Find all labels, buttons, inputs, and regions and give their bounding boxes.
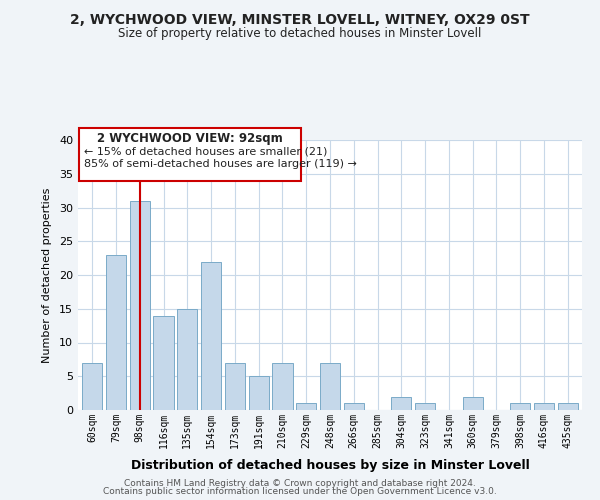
Bar xyxy=(106,255,126,410)
Bar xyxy=(154,316,173,410)
Bar xyxy=(415,403,435,410)
Bar xyxy=(225,363,245,410)
Text: 85% of semi-detached houses are larger (119) →: 85% of semi-detached houses are larger (… xyxy=(84,159,357,169)
Text: Contains public sector information licensed under the Open Government Licence v3: Contains public sector information licen… xyxy=(103,487,497,496)
Bar xyxy=(557,403,578,410)
Bar xyxy=(320,363,340,410)
Bar xyxy=(130,200,150,410)
Text: Size of property relative to detached houses in Minster Lovell: Size of property relative to detached ho… xyxy=(118,28,482,40)
Text: Contains HM Land Registry data © Crown copyright and database right 2024.: Contains HM Land Registry data © Crown c… xyxy=(124,478,476,488)
Y-axis label: Number of detached properties: Number of detached properties xyxy=(42,188,52,362)
Bar xyxy=(248,376,269,410)
Text: 2 WYCHWOOD VIEW: 92sqm: 2 WYCHWOOD VIEW: 92sqm xyxy=(97,132,283,145)
X-axis label: Distribution of detached houses by size in Minster Lovell: Distribution of detached houses by size … xyxy=(131,459,529,472)
Bar xyxy=(177,308,197,410)
Bar xyxy=(201,262,221,410)
Bar xyxy=(296,403,316,410)
Bar xyxy=(510,403,530,410)
Text: 2, WYCHWOOD VIEW, MINSTER LOVELL, WITNEY, OX29 0ST: 2, WYCHWOOD VIEW, MINSTER LOVELL, WITNEY… xyxy=(70,12,530,26)
Bar xyxy=(82,363,103,410)
Bar xyxy=(534,403,554,410)
Bar xyxy=(463,396,483,410)
Bar xyxy=(391,396,412,410)
Bar xyxy=(344,403,364,410)
Text: ← 15% of detached houses are smaller (21): ← 15% of detached houses are smaller (21… xyxy=(84,147,328,157)
Bar xyxy=(272,363,293,410)
